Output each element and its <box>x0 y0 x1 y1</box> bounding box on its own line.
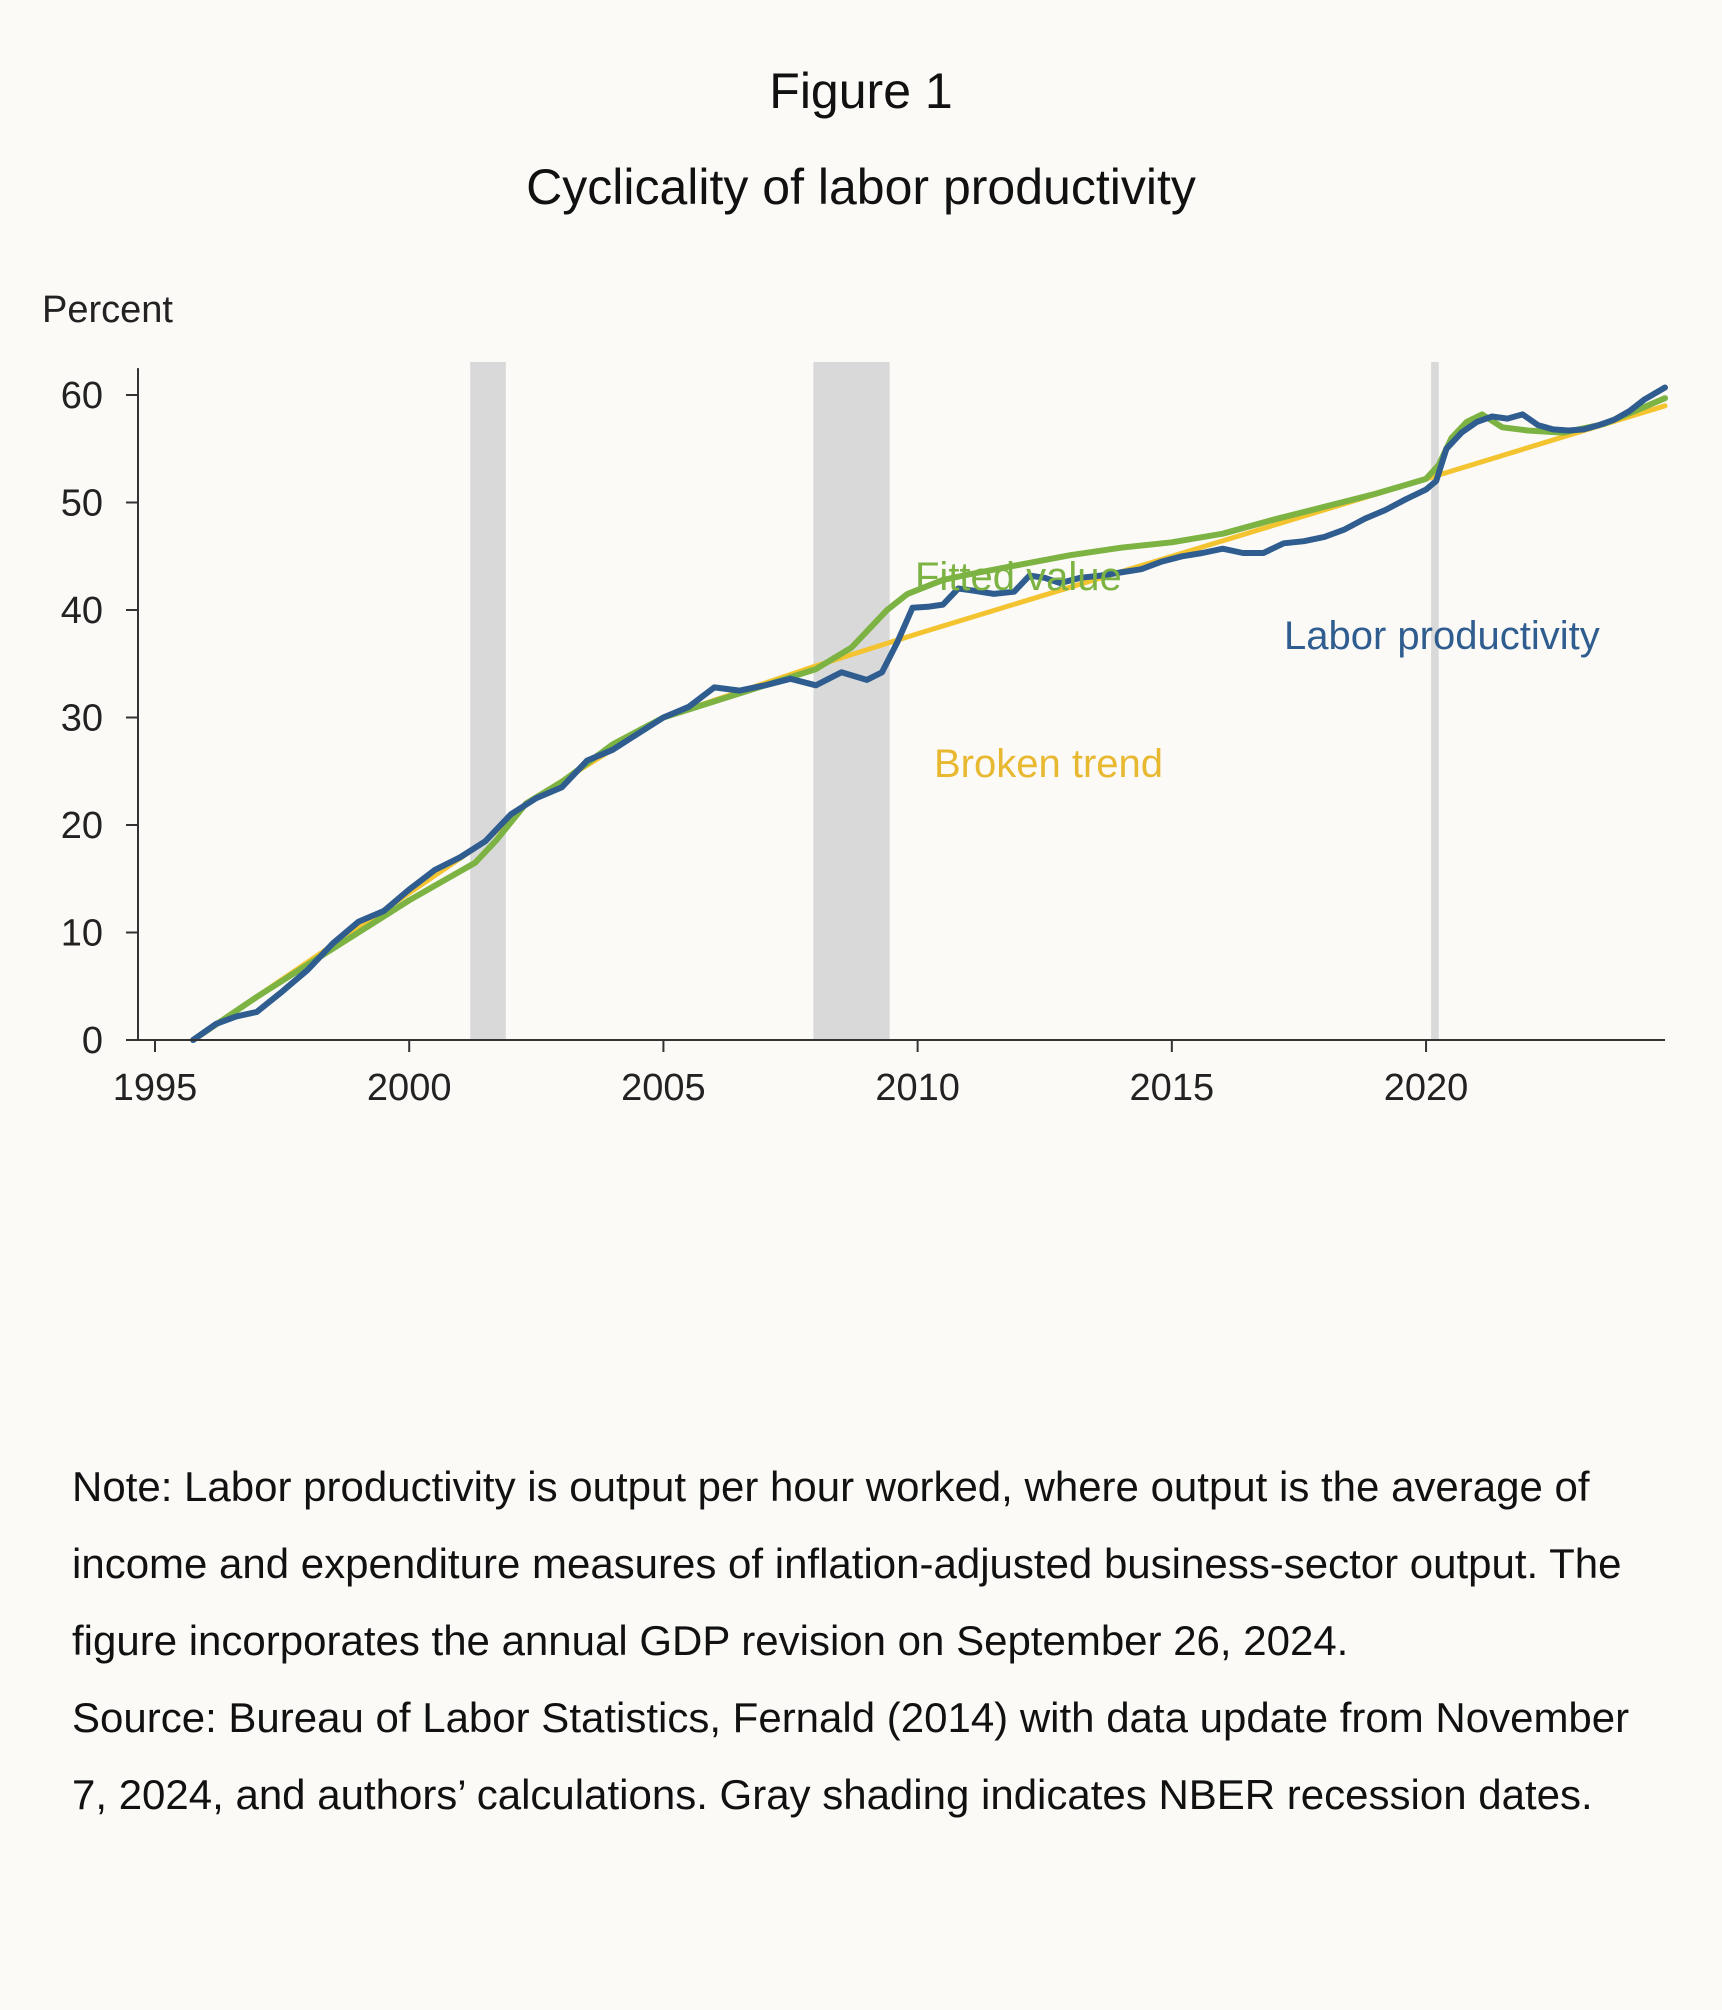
y-tick-label-40: 40 <box>61 590 103 632</box>
y-tick-label-0: 0 <box>82 1020 103 1062</box>
x-tick-label-2015: 2015 <box>1130 1067 1215 1109</box>
x-tick-label-2005: 2005 <box>621 1067 706 1109</box>
x-tick-label-2000: 2000 <box>367 1067 452 1109</box>
fitted-value-line <box>190 395 1668 1043</box>
recession-band-1 <box>470 362 506 1040</box>
y-axis-label: Percent <box>42 289 173 331</box>
y-tick-label-20: 20 <box>61 805 103 847</box>
chart-title: Cyclicality of labor productivity <box>526 159 1196 215</box>
broken-trend-line <box>190 403 1668 1043</box>
chart-note: Note: Labor productivity is output per h… <box>72 1463 1622 1664</box>
recession-shading-group <box>470 362 1439 1040</box>
fitted-value-label: Fitted value <box>915 555 1122 599</box>
labor-productivity-label: Labor productivity <box>1284 614 1600 658</box>
labor-productivity-line <box>190 384 1668 1043</box>
y-tick-label-10: 10 <box>61 913 103 955</box>
broken-trend-label: Broken trend <box>934 742 1163 786</box>
y-tick-label-50: 50 <box>61 483 103 525</box>
axes-group: Percent 0 10 20 30 40 50 60 1995 2000 2005 2010 201… <box>42 289 1665 1109</box>
x-tick-label-1995: 1995 <box>113 1067 198 1109</box>
notes: Note: Labor productivity is output per h… <box>72 1448 1672 1833</box>
recession-band-3 <box>1431 362 1439 1040</box>
x-tick-label-2010: 2010 <box>875 1067 960 1109</box>
x-tick-label-2020: 2020 <box>1384 1067 1469 1109</box>
series-labels-group: Fitted value Labor productivity Broken tre… <box>915 555 1600 786</box>
y-tick-label-30: 30 <box>61 698 103 740</box>
series-lines-group <box>190 384 1668 1043</box>
recession-band-2 <box>813 362 890 1040</box>
figure-label: Figure 1 <box>769 63 953 119</box>
y-tick-label-60: 60 <box>61 375 103 417</box>
labor-productivity-chart: Percent 0 10 20 30 40 50 60 1995 2000 2005 2010 201… <box>42 289 1668 1109</box>
chart-source: Source: Bureau of Labor Statistics, Fern… <box>72 1694 1630 1818</box>
